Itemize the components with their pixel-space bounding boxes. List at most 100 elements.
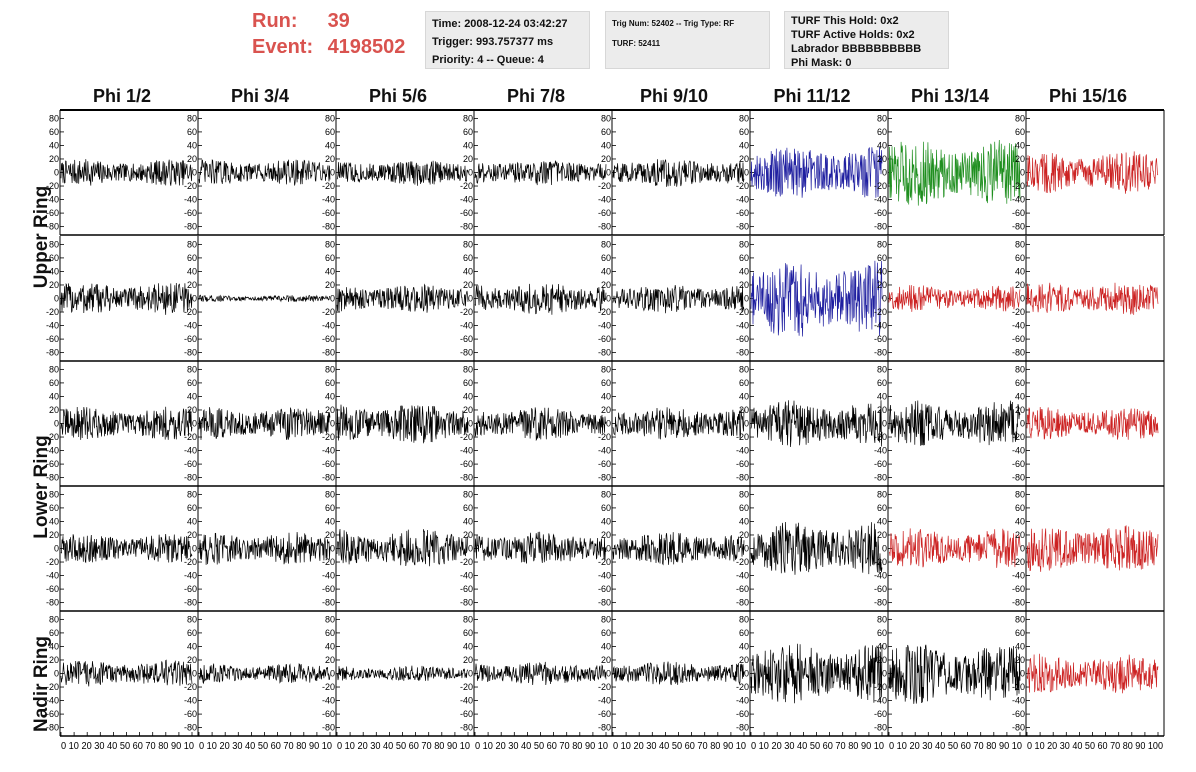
- y-tick-label: -20: [184, 557, 197, 567]
- column-title-phi-1-2: Phi 1/2: [92, 86, 152, 106]
- y-tick-label: 80: [325, 364, 335, 374]
- y-tick-label: -60: [874, 459, 887, 469]
- y-tick-label: 60: [187, 127, 197, 137]
- x-tick-label-group: 0 10 20 30 40 50 60 70 80 90 10: [337, 741, 470, 752]
- y-tick-label: -80: [460, 348, 473, 358]
- waveform-trace: [60, 159, 193, 186]
- event-value: 4198502: [327, 36, 406, 58]
- column-title-phi-5-6: Phi 5/6: [368, 86, 428, 106]
- y-tick-label: -20: [460, 557, 473, 567]
- waveform-trace: [1026, 282, 1159, 315]
- y-tick-label: 60: [601, 628, 611, 638]
- y-tick-label: 40: [601, 641, 611, 651]
- y-tick-label: -60: [46, 584, 59, 594]
- y-tick-label: 80: [49, 239, 59, 249]
- y-tick-label: -20: [322, 307, 335, 317]
- y-tick-label: 20: [601, 280, 611, 290]
- y-tick-label: -80: [46, 222, 59, 232]
- y-tick-label: -80: [46, 348, 59, 358]
- y-tick-label: -20: [46, 432, 59, 442]
- y-tick-label: -40: [1012, 696, 1025, 706]
- y-tick-label: -80: [184, 598, 197, 608]
- waveform-trace: [198, 531, 331, 565]
- y-tick-label: 0: [54, 544, 59, 554]
- y-tick-label: 60: [187, 628, 197, 638]
- y-tick-label: -20: [184, 432, 197, 442]
- y-tick-label: 80: [877, 364, 887, 374]
- y-tick-label: 40: [187, 266, 197, 276]
- y-tick-label: -80: [874, 222, 887, 232]
- y-tick-label: 40: [49, 641, 59, 651]
- y-tick-label: -20: [322, 557, 335, 567]
- y-tick-label: -80: [184, 348, 197, 358]
- y-tick-label: -60: [736, 709, 749, 719]
- y-tick-label: -20: [322, 432, 335, 442]
- y-tick-label: 0: [330, 419, 335, 429]
- y-tick-label: 0: [606, 669, 611, 679]
- y-tick-label: -80: [1012, 473, 1025, 483]
- y-tick-label: 20: [1015, 280, 1025, 290]
- waveform-trace: [60, 533, 193, 564]
- y-tick-label: -80: [460, 598, 473, 608]
- waveform-trace: [336, 528, 469, 567]
- y-tick-label: 60: [49, 253, 59, 263]
- y-tick-label: -40: [598, 696, 611, 706]
- y-tick-label: 60: [739, 127, 749, 137]
- waveform-trace: [336, 283, 469, 313]
- y-tick-label: -40: [184, 321, 197, 331]
- y-tick-label: -80: [1012, 222, 1025, 232]
- waveform-trace: [198, 663, 331, 685]
- y-tick-label: -80: [322, 222, 335, 232]
- y-tick-label: 80: [187, 113, 197, 123]
- y-tick-label: 60: [187, 253, 197, 263]
- y-tick-label: 60: [49, 378, 59, 388]
- y-tick-label: -60: [184, 334, 197, 344]
- y-tick-label: -20: [598, 181, 611, 191]
- waveform-trace: [612, 159, 745, 187]
- y-tick-label: -20: [736, 307, 749, 317]
- y-tick-label: 0: [882, 544, 887, 554]
- y-tick-label: -60: [736, 584, 749, 594]
- y-tick-label: 0: [330, 669, 335, 679]
- y-tick-label: 20: [601, 655, 611, 665]
- y-tick-label: 40: [877, 140, 887, 150]
- y-tick-label: 20: [325, 530, 335, 540]
- y-tick-label: -80: [322, 348, 335, 358]
- y-tick-label: -40: [460, 571, 473, 581]
- time-info-box: Time: 2008-12-24 03:42:27 Trigger: 993.7…: [425, 11, 590, 69]
- y-tick-label: 60: [1015, 253, 1025, 263]
- y-tick-label: 80: [49, 364, 59, 374]
- x-tick-label-group: 0 10 20 30 40 50 60 70 80 90 10: [889, 741, 1022, 752]
- y-tick-label: -60: [184, 709, 197, 719]
- y-tick-label: -20: [1012, 432, 1025, 442]
- y-tick-label: 80: [463, 113, 473, 123]
- y-tick-label: -20: [598, 557, 611, 567]
- y-tick-label: -40: [46, 446, 59, 456]
- time-text: Time: 2008-12-24 03:42:27: [432, 18, 568, 30]
- y-tick-label: 60: [1015, 628, 1025, 638]
- y-tick-label: 40: [877, 391, 887, 401]
- y-tick-label: -80: [184, 723, 197, 733]
- y-tick-label: -80: [874, 723, 887, 733]
- y-tick-label: -80: [736, 222, 749, 232]
- y-tick-label: -60: [322, 584, 335, 594]
- y-tick-label: -20: [598, 432, 611, 442]
- y-tick-label: 60: [739, 253, 749, 263]
- y-tick-label: -60: [736, 459, 749, 469]
- y-tick-label: -80: [1012, 723, 1025, 733]
- waveform-trace: [889, 528, 1021, 568]
- y-tick-label: -20: [460, 307, 473, 317]
- x-tick-label-group: 0 10 20 30 40 50 60 70 80 90 10: [613, 741, 746, 752]
- y-tick-label: -20: [46, 682, 59, 692]
- y-tick-label: 40: [739, 516, 749, 526]
- y-tick-label: 0: [192, 294, 197, 304]
- y-tick-label: 80: [877, 489, 887, 499]
- waveform-trace: [888, 400, 1021, 446]
- y-tick-label: -80: [598, 222, 611, 232]
- run-label: Run:: [252, 10, 298, 32]
- y-tick-label: 60: [739, 628, 749, 638]
- y-tick-label: -20: [1012, 307, 1025, 317]
- y-tick-label: -60: [874, 584, 887, 594]
- y-tick-label: 20: [325, 405, 335, 415]
- y-tick-label: -60: [322, 334, 335, 344]
